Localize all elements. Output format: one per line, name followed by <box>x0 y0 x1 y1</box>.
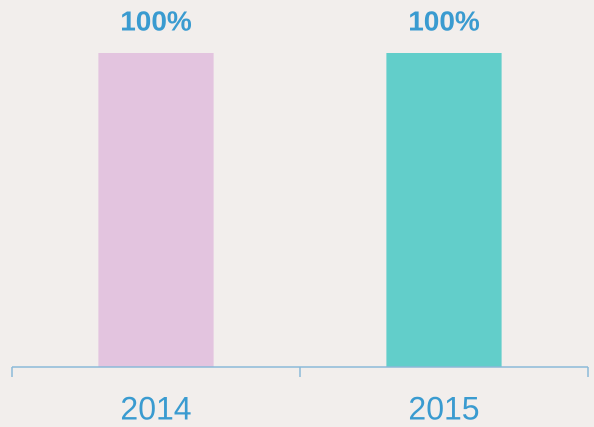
data-label: 100% <box>408 5 480 36</box>
x-tick-label: 2015 <box>408 390 479 426</box>
x-tick-label: 2014 <box>120 390 191 426</box>
data-label: 100% <box>120 5 192 36</box>
bar <box>98 53 214 367</box>
bar <box>386 53 502 367</box>
